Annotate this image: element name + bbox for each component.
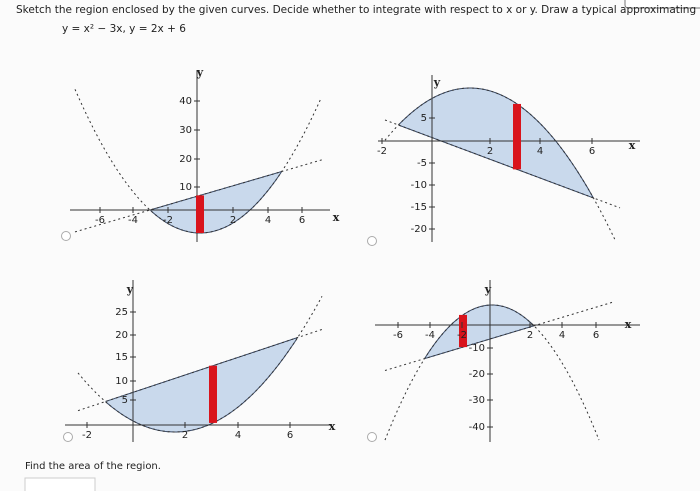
y-tick-label: -20: [411, 224, 427, 235]
submit-button[interactable]: [624, 0, 700, 9]
x-tick-label: 2: [527, 330, 533, 341]
radio-button[interactable]: [63, 432, 73, 442]
x-tick-label: -6: [393, 330, 403, 341]
x-tick-label: -2: [377, 146, 387, 157]
approximating-rectangle: [513, 103, 521, 170]
y-tick-label: -20: [469, 369, 485, 380]
x-tick-label: 6: [593, 330, 599, 341]
x-tick-label: -2: [457, 330, 467, 341]
y-tick-label: -15: [411, 202, 427, 213]
y-tick-label: -10: [469, 343, 485, 354]
radio-button[interactable]: [61, 231, 71, 241]
x-tick-label: 4: [235, 430, 241, 441]
parabola: [77, 296, 323, 433]
x-tick-label: -2: [82, 430, 92, 441]
x-axis-label: x: [629, 139, 636, 152]
answer-input[interactable]: [24, 477, 96, 491]
x-tick-label: 4: [265, 215, 271, 226]
y-tick-label: 40: [179, 96, 192, 107]
y-axis-label: y: [196, 66, 204, 79]
equation: y = x² − 3x, y = 2x + 6: [62, 23, 186, 35]
x-tick-label: -6: [95, 215, 105, 226]
radio-button[interactable]: [367, 236, 377, 246]
x-tick-label: 4: [537, 146, 543, 157]
question: Sketch the region enclosed by the given …: [16, 4, 700, 16]
parabola: [384, 304, 600, 441]
y-tick-label: 5: [122, 395, 128, 406]
approximating-rectangle: [209, 365, 217, 423]
approximating-rectangle: [196, 195, 204, 233]
x-axis-label: x: [329, 420, 336, 433]
x-tick-label: 2: [487, 146, 493, 157]
x-tick-label: -4: [425, 330, 435, 341]
x-tick-label: 4: [559, 330, 565, 341]
footer: Find the area of the region.: [25, 461, 161, 472]
x-tick-label: -2: [163, 215, 173, 226]
x-axis-label: x: [625, 318, 632, 331]
y-tick-label: 25: [115, 307, 128, 318]
y-tick-label: 5: [421, 113, 427, 124]
y-axis-label: y: [484, 283, 492, 296]
approximating-rectangle: [459, 314, 467, 348]
y-tick-label: -5: [417, 158, 427, 169]
x-tick-label: 6: [589, 146, 595, 157]
radio-button[interactable]: [367, 432, 377, 442]
y-tick-label: -40: [469, 422, 485, 433]
y-tick-label: -30: [469, 395, 485, 406]
y-tick-label: -10: [411, 180, 427, 191]
y-axis-label: y: [126, 283, 134, 296]
x-tick-label: 2: [182, 430, 188, 441]
y-tick-label: 10: [115, 376, 128, 387]
x-tick-label: -4: [128, 215, 138, 226]
y-axis-label: y: [433, 76, 441, 89]
y-tick-label: 20: [179, 154, 192, 165]
y-tick-label: 15: [115, 352, 128, 363]
x-tick-label: 6: [287, 430, 293, 441]
y-tick-label: 20: [115, 330, 128, 341]
x-tick-label: 6: [299, 215, 305, 226]
line-curve: [384, 119, 621, 209]
x-tick-label: 2: [230, 215, 236, 226]
y-tick-label: 10: [179, 182, 192, 193]
y-tick-label: 30: [179, 125, 192, 136]
x-axis-label: x: [333, 211, 340, 224]
